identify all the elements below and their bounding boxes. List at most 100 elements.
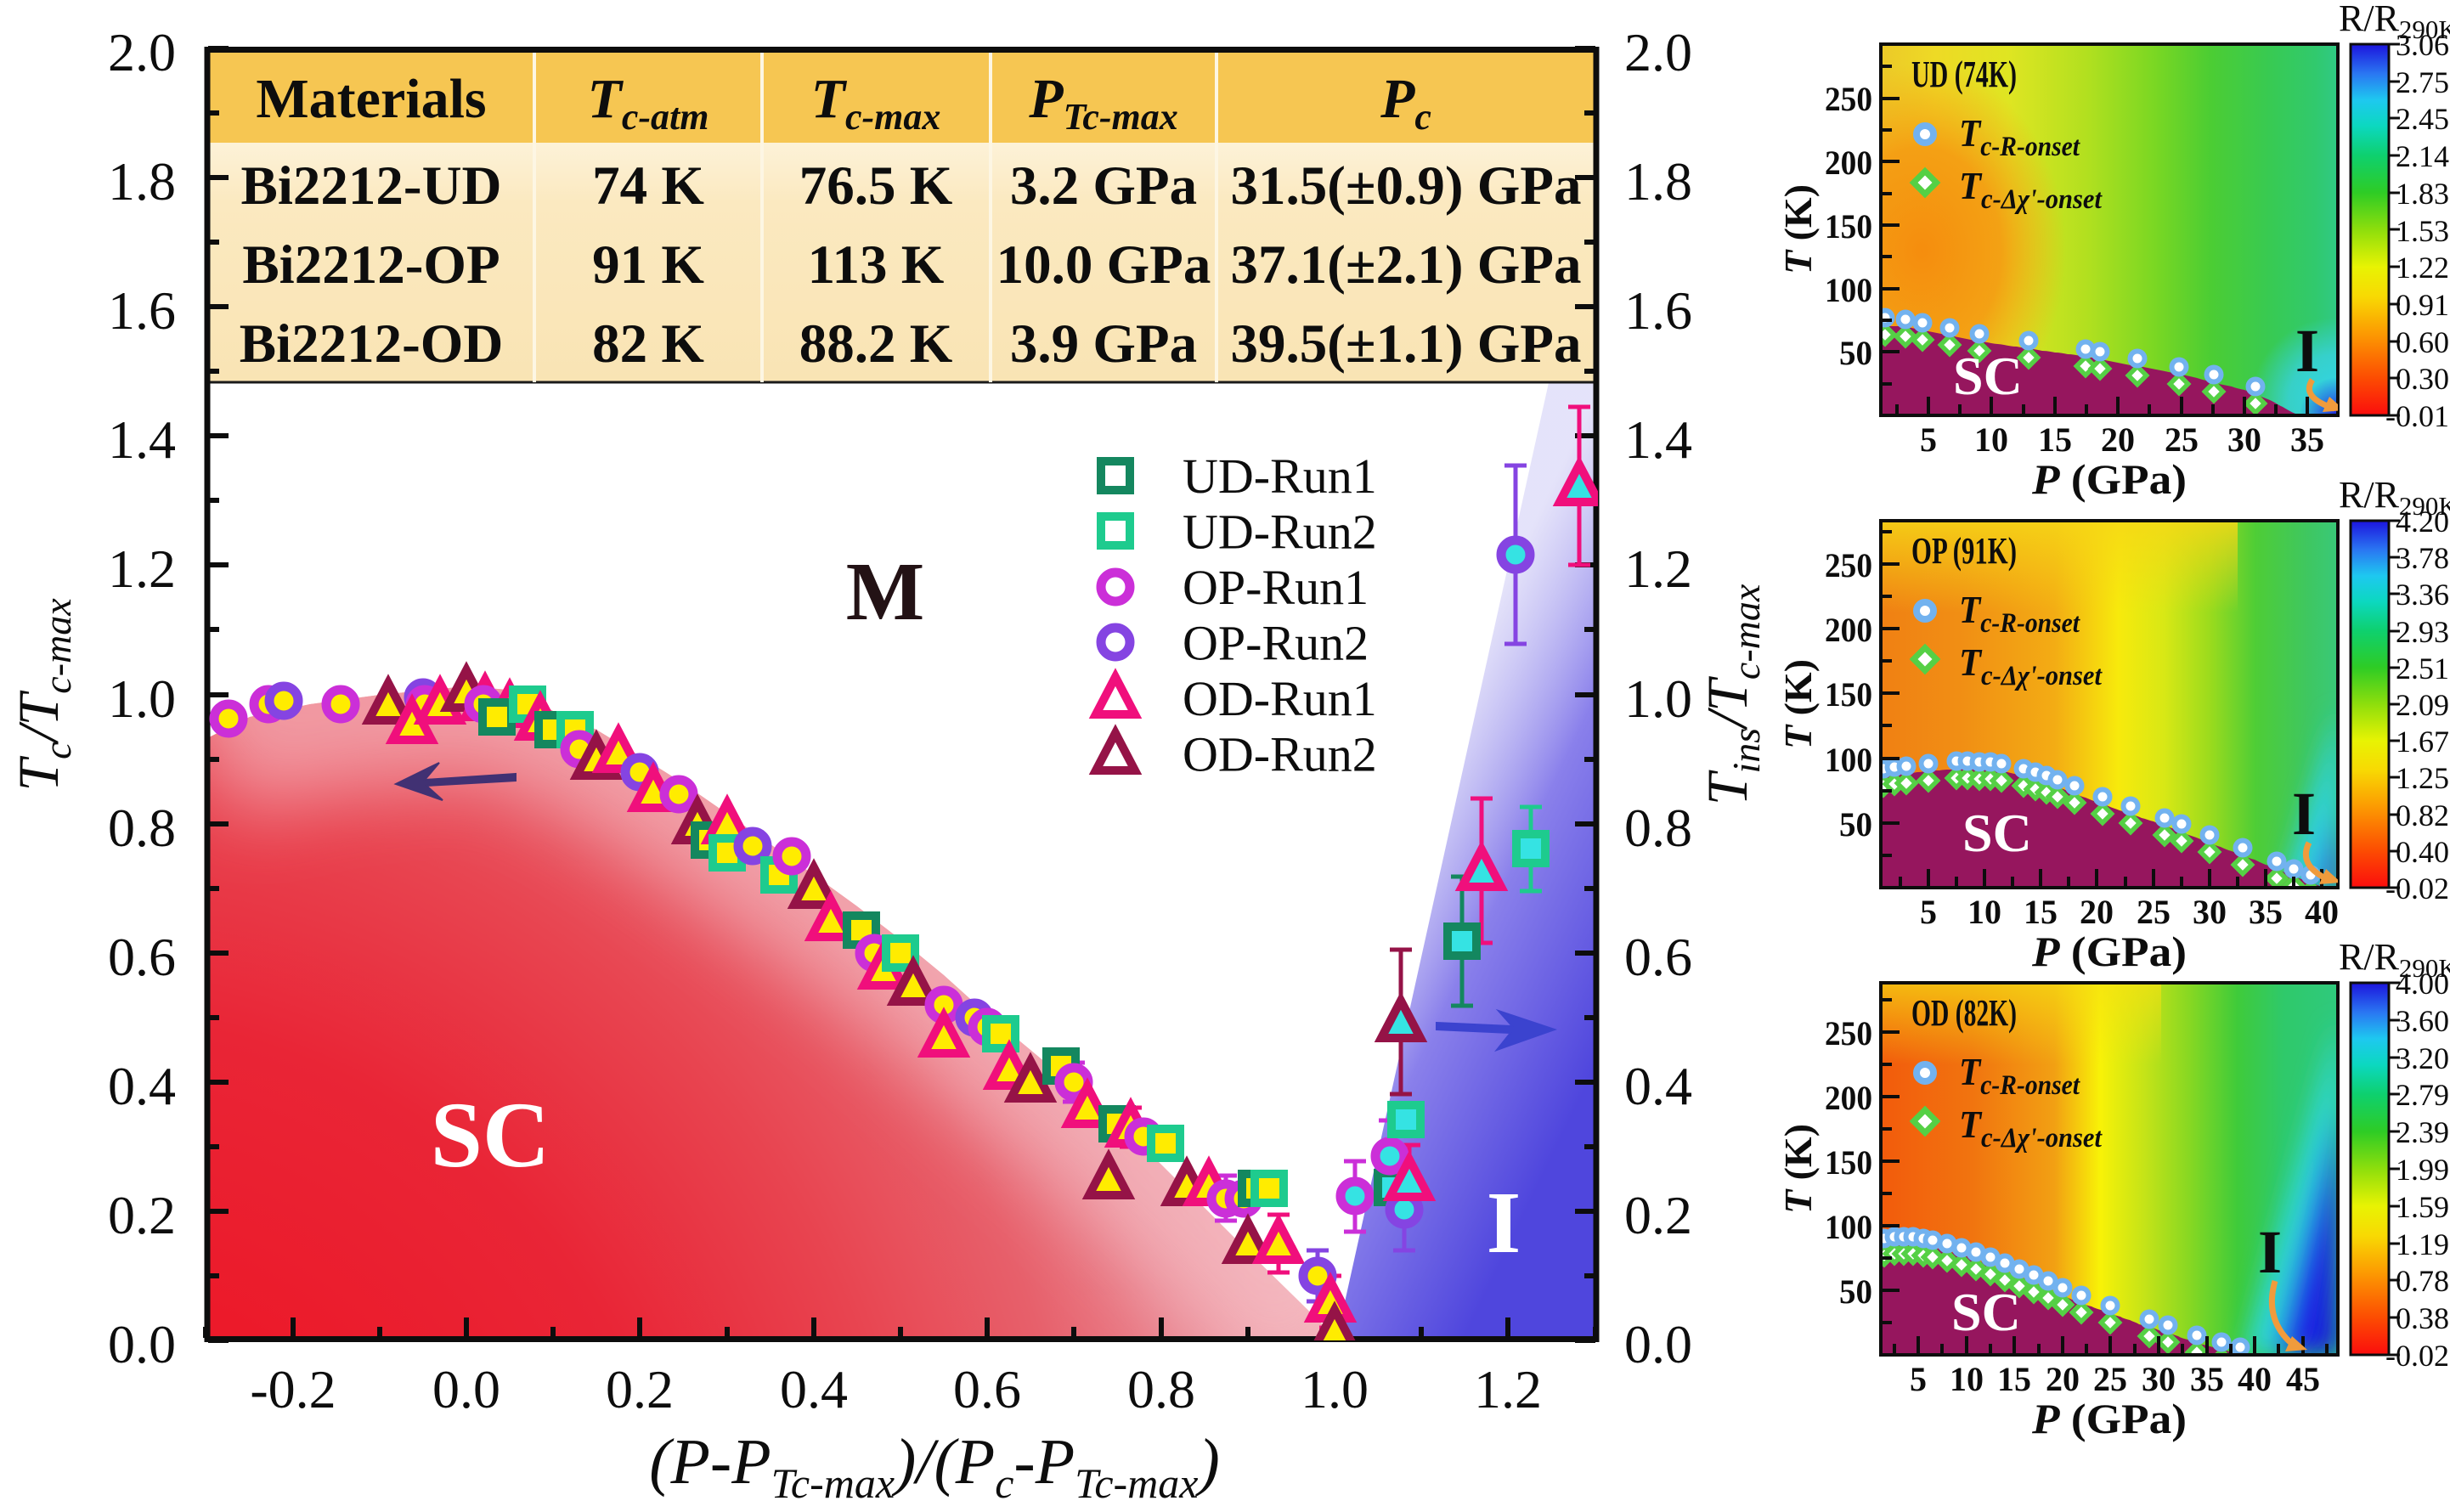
svg-text:20: 20 xyxy=(2101,420,2135,459)
svg-text:10: 10 xyxy=(1967,893,2001,931)
svg-text:UD (74K): UD (74K) xyxy=(1911,54,2017,95)
svg-text:50: 50 xyxy=(1839,334,1872,372)
svg-text:0.8: 0.8 xyxy=(1127,1359,1195,1419)
svg-text:Pc: Pc xyxy=(1380,68,1431,138)
svg-text:-0.02: -0.02 xyxy=(2385,1339,2449,1373)
svg-text:T (K): T (K) xyxy=(1776,184,1820,274)
svg-text:35: 35 xyxy=(2249,893,2283,931)
svg-text:150: 150 xyxy=(1825,1143,1872,1182)
svg-text:T (K): T (K) xyxy=(1776,659,1820,749)
svg-text:-0.02: -0.02 xyxy=(2385,872,2449,906)
svg-text:SC: SC xyxy=(1962,803,2032,863)
svg-text:0.2: 0.2 xyxy=(108,1185,176,1245)
svg-text:OP-Run1: OP-Run1 xyxy=(1183,560,1369,615)
svg-text:R/R290K: R/R290K xyxy=(2339,474,2450,521)
svg-text:0.82: 0.82 xyxy=(2396,798,2449,832)
svg-text:3.9 GPa: 3.9 GPa xyxy=(1010,313,1197,375)
svg-text:10: 10 xyxy=(1950,1360,1984,1398)
svg-text:1.8: 1.8 xyxy=(108,151,176,212)
svg-text:1.0: 1.0 xyxy=(1301,1359,1369,1419)
svg-text:88.2 K: 88.2 K xyxy=(799,313,953,375)
svg-text:4.00: 4.00 xyxy=(2396,967,2449,1001)
svg-text:0.8: 0.8 xyxy=(108,798,176,858)
svg-text:1.0: 1.0 xyxy=(1624,669,1692,729)
svg-text:50: 50 xyxy=(1839,1272,1872,1311)
svg-text:2.09: 2.09 xyxy=(2396,688,2449,722)
svg-text:1.67: 1.67 xyxy=(2396,725,2449,759)
svg-text:3.06: 3.06 xyxy=(2396,28,2449,62)
svg-text:15: 15 xyxy=(2038,420,2072,459)
svg-text:2.39: 2.39 xyxy=(2396,1115,2449,1149)
svg-text:1.53: 1.53 xyxy=(2396,214,2449,248)
svg-text:2.0: 2.0 xyxy=(1624,22,1692,82)
svg-text:1.2: 1.2 xyxy=(1474,1359,1542,1419)
svg-text:20: 20 xyxy=(2046,1360,2080,1398)
svg-text:5: 5 xyxy=(1920,893,1937,931)
svg-text:25: 25 xyxy=(2137,893,2171,931)
svg-text:45: 45 xyxy=(2286,1360,2320,1398)
svg-text:0.0: 0.0 xyxy=(108,1314,176,1374)
svg-text:0.6: 0.6 xyxy=(108,927,176,987)
svg-text:OD-Run2: OD-Run2 xyxy=(1183,727,1377,782)
svg-text:Bi2212-UD: Bi2212-UD xyxy=(241,155,502,217)
svg-text:0.4: 0.4 xyxy=(108,1056,176,1116)
svg-text:OD (82K): OD (82K) xyxy=(1911,992,2017,1034)
svg-text:3.20: 3.20 xyxy=(2396,1041,2449,1075)
svg-text:1.6: 1.6 xyxy=(1624,280,1692,341)
svg-text:25: 25 xyxy=(2165,420,2199,459)
svg-text:0.2: 0.2 xyxy=(1624,1185,1692,1245)
svg-text:2.75: 2.75 xyxy=(2396,65,2449,99)
svg-text:1.8: 1.8 xyxy=(1624,151,1692,212)
svg-text:0.4: 0.4 xyxy=(780,1359,848,1419)
svg-text:1.2: 1.2 xyxy=(1624,539,1692,599)
svg-text:200: 200 xyxy=(1825,144,1872,182)
svg-text:100: 100 xyxy=(1825,741,1872,779)
svg-text:2.0: 2.0 xyxy=(108,22,176,82)
svg-text:40: 40 xyxy=(2305,893,2339,931)
svg-text:3.2 GPa: 3.2 GPa xyxy=(1010,155,1197,217)
svg-text:0.2: 0.2 xyxy=(606,1359,674,1419)
svg-text:2.79: 2.79 xyxy=(2396,1078,2449,1112)
svg-text:15: 15 xyxy=(1997,1360,2031,1398)
svg-text:30: 30 xyxy=(2227,420,2261,459)
svg-text:P (GPa): P (GPa) xyxy=(2031,928,2187,975)
svg-text:0.40: 0.40 xyxy=(2396,835,2449,869)
svg-text:100: 100 xyxy=(1825,271,1872,309)
svg-text:I: I xyxy=(2295,317,2319,385)
svg-text:3.60: 3.60 xyxy=(2396,1004,2449,1038)
svg-text:1.0: 1.0 xyxy=(108,669,176,729)
svg-text:0.91: 0.91 xyxy=(2396,288,2449,322)
svg-text:1.25: 1.25 xyxy=(2396,761,2449,795)
svg-text:(P-PTc-max)/(Pc-PTc-max): (P-PTc-max)/(Pc-PTc-max) xyxy=(649,1426,1220,1507)
svg-text:0.6: 0.6 xyxy=(1624,927,1692,987)
svg-text:150: 150 xyxy=(1825,675,1872,714)
svg-text:UD-Run2: UD-Run2 xyxy=(1183,505,1377,560)
svg-text:74 K: 74 K xyxy=(592,155,704,217)
svg-text:200: 200 xyxy=(1825,611,1872,649)
svg-text:2.45: 2.45 xyxy=(2396,102,2449,136)
svg-text:OP-Run2: OP-Run2 xyxy=(1183,616,1369,671)
svg-text:Materials: Materials xyxy=(256,68,486,130)
svg-text:OD-Run1: OD-Run1 xyxy=(1183,671,1377,726)
svg-text:35: 35 xyxy=(2290,420,2324,459)
svg-text:0.30: 0.30 xyxy=(2396,362,2449,396)
svg-text:0.38: 0.38 xyxy=(2396,1301,2449,1335)
svg-text:UD-Run1: UD-Run1 xyxy=(1183,449,1377,504)
svg-text:35: 35 xyxy=(2190,1360,2224,1398)
svg-text:1.4: 1.4 xyxy=(108,409,176,470)
svg-text:4.20: 4.20 xyxy=(2396,505,2449,539)
svg-text:200: 200 xyxy=(1825,1079,1872,1117)
svg-text:1.83: 1.83 xyxy=(2396,177,2449,211)
svg-text:50: 50 xyxy=(1839,805,1872,843)
svg-text:0.8: 0.8 xyxy=(1624,798,1692,858)
svg-text:250: 250 xyxy=(1825,80,1872,118)
svg-text:I: I xyxy=(2292,780,2316,848)
svg-text:SC: SC xyxy=(1953,346,2023,406)
svg-text:3.36: 3.36 xyxy=(2396,578,2449,612)
svg-text:2.51: 2.51 xyxy=(2396,652,2449,685)
svg-text:M: M xyxy=(846,546,925,638)
svg-text:Tc-R-onset: Tc-R-onset xyxy=(1959,1050,2080,1101)
svg-text:5: 5 xyxy=(1920,420,1937,459)
svg-text:39.5(±1.1) GPa: 39.5(±1.1) GPa xyxy=(1231,313,1582,375)
svg-text:I: I xyxy=(1487,1174,1521,1272)
